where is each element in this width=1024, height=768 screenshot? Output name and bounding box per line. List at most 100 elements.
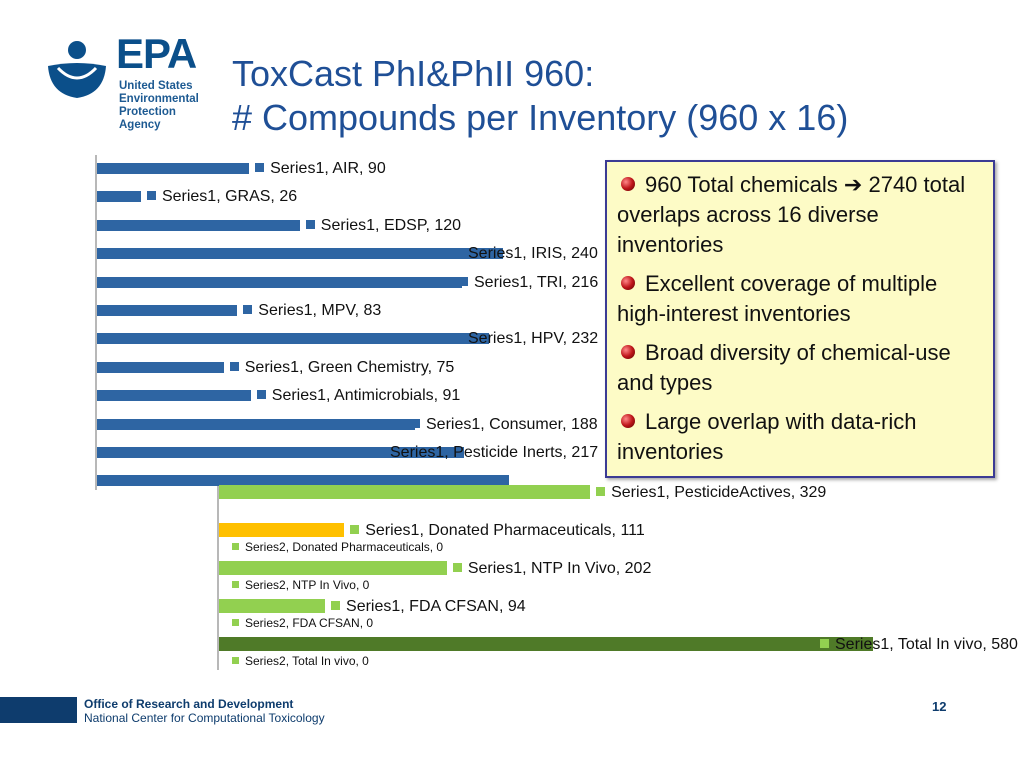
legend-marker-icon — [146, 191, 156, 201]
bullet-text: 960 Total chemicals ➔ 2740 total overlap… — [617, 172, 966, 257]
callout-bullet: Large overlap with data-rich inventories — [617, 407, 983, 467]
bar-fda-cfsan — [219, 599, 326, 613]
bullet-text: Excellent coverage of multiple high-inte… — [617, 271, 938, 326]
legend-marker-icon — [375, 447, 384, 456]
data-label-text: Series1, Consumer, 188 — [426, 415, 598, 433]
data-label: Series1, Consumer, 188 — [411, 415, 598, 434]
data-label: Series1, Total In vivo, 580 — [820, 635, 1018, 654]
footer-center: National Center for Computational Toxico… — [84, 711, 325, 725]
epa-flower-icon — [48, 41, 106, 98]
data-label-text: Series2, Donated Pharmaceuticals, 0 — [245, 540, 444, 554]
bar-consumer — [97, 418, 415, 430]
data-label: Series1, Green Chemistry, 75 — [229, 358, 455, 377]
data-label: Series1, HPV, 232 — [453, 329, 598, 348]
upper-y-axis — [95, 155, 97, 490]
bar-iris — [97, 248, 503, 260]
legend-marker-icon — [411, 418, 420, 428]
logo-subtitle: United States Environmental Protection A… — [119, 80, 240, 132]
footer-office: Office of Research and Development — [84, 697, 294, 711]
bullet-text: Broad diversity of chemical-use and type… — [617, 340, 951, 395]
callout-bullet: 960 Total chemicals ➔ 2740 total overlap… — [617, 170, 983, 260]
logo-text: EPA — [116, 30, 197, 77]
data-label-text: Series1, Pesticide Inerts, 217 — [390, 444, 599, 461]
legend-marker-icon — [350, 525, 360, 534]
data-label: Series1, FDA CFSAN, 94 — [331, 597, 526, 616]
slide-title: ToxCast PhI&PhII 960: # Compounds per In… — [232, 52, 848, 140]
bullet-icon — [621, 177, 635, 191]
bar-donated-pharmaceuticals — [219, 523, 345, 537]
data-label-text: Series2, FDA CFSAN, 0 — [245, 616, 374, 630]
legend-marker-icon — [452, 563, 462, 572]
bar-air — [97, 163, 250, 174]
bar-mpv — [97, 305, 238, 316]
bar-edsp — [97, 219, 300, 231]
data-label-text: Series1, EDSP, 120 — [320, 216, 462, 234]
legend-marker-icon — [331, 601, 341, 610]
data-label-text: Series1, HPV, 232 — [468, 330, 599, 348]
legend-marker-icon — [232, 657, 239, 664]
bullet-icon — [621, 276, 635, 290]
legend-marker-icon — [453, 248, 462, 258]
legend-marker-icon — [453, 333, 462, 343]
logo-subtitle-line: Agency — [119, 119, 161, 131]
data-label-text: Series1, AIR, 90 — [270, 160, 386, 177]
epa-logo: EPA United States Environmental Protecti… — [40, 30, 240, 131]
data-label-text: Series2, NTP In Vivo, 0 — [245, 578, 370, 592]
bar-tri — [97, 276, 463, 288]
data-label: Series1, EDSP, 120 — [305, 216, 462, 235]
callout-bullet: Broad diversity of chemical-use and type… — [617, 338, 983, 398]
data-label: Series1, Antimicrobials, 91 — [256, 386, 461, 405]
legend-marker-icon — [232, 581, 239, 588]
bar-total-in-vivo — [219, 637, 874, 651]
series2-data-label: Series2, Donated Pharmaceuticals, 0 — [232, 540, 443, 555]
bar-unlabeled — [97, 475, 510, 487]
series2-data-label: Series2, NTP In Vivo, 0 — [232, 578, 369, 593]
data-label-text: Series2, Total In vivo, 0 — [245, 654, 369, 668]
data-label: Series1, IRIS, 240 — [453, 244, 598, 263]
data-label: Series1, TRI, 216 — [459, 273, 598, 292]
series2-data-label: Series2, Total In vivo, 0 — [232, 654, 369, 669]
legend-marker-icon — [596, 487, 606, 496]
bar-ntp-in-vivo — [219, 561, 447, 575]
data-label-text: Series1, MPV, 83 — [258, 302, 382, 319]
logo-subtitle-line: Environmental Protection — [119, 93, 199, 118]
bullet-icon — [621, 414, 635, 428]
legend-marker-icon — [232, 619, 239, 626]
data-label-text: Series1, IRIS, 240 — [468, 245, 598, 263]
data-label: Series1, GRAS, 26 — [146, 187, 297, 206]
legend-marker-icon — [305, 219, 315, 229]
page-number: 12 — [932, 699, 947, 714]
lower-y-axis — [217, 480, 219, 670]
data-label: Series1, Pesticide Inerts, 217 — [375, 443, 598, 462]
bar-antimicrobials — [97, 390, 251, 402]
legend-marker-icon — [820, 639, 829, 648]
data-label-text: Series1, TRI, 216 — [474, 273, 599, 291]
footer-color-block — [0, 697, 77, 723]
bar-gras — [97, 191, 141, 203]
series2-data-label: Series2, FDA CFSAN, 0 — [232, 616, 373, 631]
data-label: Series1, MPV, 83 — [243, 301, 381, 320]
bar-hpv — [97, 333, 490, 345]
title-line-2: # Compounds per Inventory (960 x 16) — [232, 97, 849, 138]
data-label-text: Series1, NTP In Vivo, 202 — [467, 560, 652, 577]
legend-marker-icon — [459, 276, 468, 286]
legend-marker-icon — [256, 390, 266, 400]
data-label-text: Series1, Green Chemistry, 75 — [244, 358, 455, 376]
data-label: Series1, AIR, 90 — [255, 159, 386, 178]
legend-marker-icon — [243, 305, 253, 314]
legend-marker-icon — [229, 361, 239, 371]
inventory-bar-chart: Series1, AIR, 90 Series1, GRAS, 26 Series1… — [95, 155, 1018, 670]
data-label: Series1, PesticideActives, 329 — [596, 483, 826, 502]
data-label-text: Series1, PesticideActives, 329 — [611, 484, 827, 501]
callout-bullet: Excellent coverage of multiple high-inte… — [617, 269, 983, 329]
data-label: Series1, NTP In Vivo, 202 — [452, 559, 652, 578]
bar-pesticideactives — [219, 485, 591, 499]
data-label-text: Series1, Antimicrobials, 91 — [271, 387, 461, 405]
title-line-1: ToxCast PhI&PhII 960: — [232, 53, 595, 94]
bullet-text: Large overlap with data-rich inventories — [617, 409, 917, 464]
legend-marker-icon — [255, 163, 265, 172]
bullet-icon — [621, 345, 635, 359]
data-label-text: Series1, Donated Pharmaceuticals, 111 — [365, 522, 645, 539]
summary-callout: 960 Total chemicals ➔ 2740 total overlap… — [605, 160, 995, 478]
data-label: Series1, Donated Pharmaceuticals, 111 — [350, 521, 645, 540]
